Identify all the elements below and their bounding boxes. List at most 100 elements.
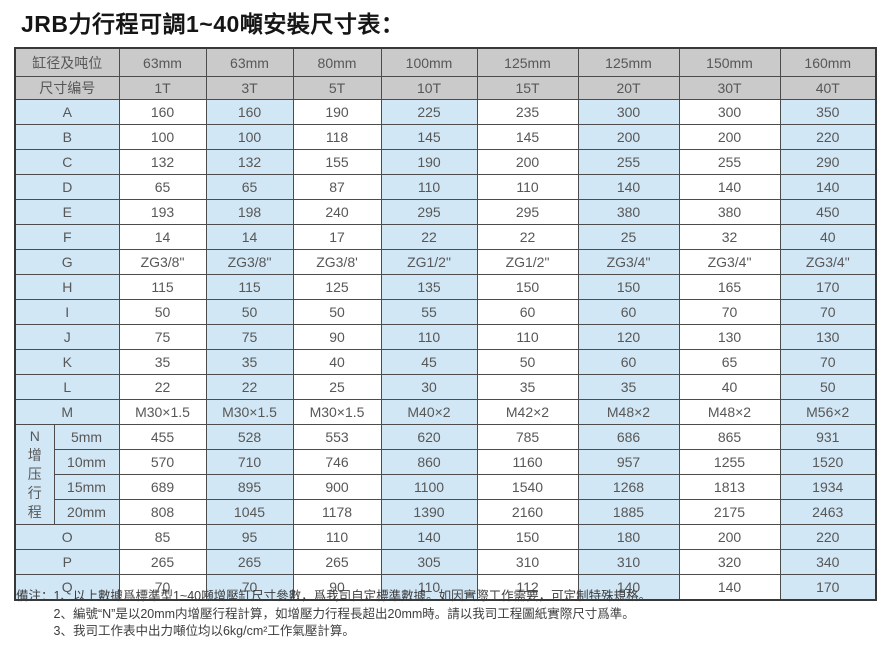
table-cell: 1934 (779, 474, 877, 500)
table-cell: 2160 (476, 499, 579, 525)
row-label: D (14, 174, 120, 200)
header-row: 缸径及吨位 63mm 63mm 80mm 100mm 125mm 125mm 150mm 160… (14, 47, 877, 77)
table-cell: 14 (205, 224, 294, 250)
row-label: A (14, 99, 120, 125)
table-cell: 35 (476, 374, 579, 400)
table-cell: ZG3/8" (118, 249, 207, 275)
table-cell: 50 (292, 299, 382, 325)
column-header: 30T (678, 76, 781, 100)
column-header: 160mm (779, 47, 877, 77)
row-label: J (14, 324, 120, 350)
row-header: 尺寸编号 (14, 76, 120, 100)
table-cell: 455 (118, 424, 207, 450)
table-cell: 200 (678, 124, 781, 150)
table-cell: 710 (205, 449, 294, 475)
table-cell: 112 (476, 574, 579, 601)
table-cell: 860 (380, 449, 478, 475)
table-cell: 350 (779, 99, 877, 125)
row-label: E (14, 199, 120, 225)
table-row: 20mm 808 1045 1178 1390 2160 1885 2175 2463 (15, 499, 877, 525)
table-cell: 225 (380, 99, 478, 125)
table-cell: 290 (779, 149, 877, 175)
column-header: 3T (205, 76, 294, 100)
table-cell: 255 (678, 149, 781, 175)
table-cell: 1045 (205, 499, 294, 525)
table-cell: ZG1/2" (476, 249, 579, 275)
table-cell: 570 (118, 449, 207, 475)
table-cell: 100 (205, 124, 294, 150)
table-cell: 22 (205, 374, 294, 400)
table-cell: 32 (678, 224, 781, 250)
table-cell: 165 (678, 274, 781, 300)
table-cell: ZG1/2" (380, 249, 478, 275)
table-cell: 1813 (678, 474, 781, 500)
note-line: 3、我司工作表中出力噸位均以6kg/cm²工作氣壓計算。 (53, 624, 355, 638)
table-cell: 255 (577, 149, 680, 175)
table-cell: 45 (380, 349, 478, 375)
table-cell: 300 (678, 99, 781, 125)
table-cell: 1160 (476, 449, 579, 475)
table-cell: 2463 (779, 499, 877, 525)
table-cell: 132 (118, 149, 207, 175)
table-cell: M56×2 (779, 399, 877, 425)
table-row: G ZG3/8" ZG3/8" ZG3/8' ZG1/2" ZG1/2" ZG3/4" ZG3… (14, 249, 877, 275)
table-row: B 100 100 118 145 145 200 200 220 (14, 124, 877, 150)
table-cell: 235 (476, 99, 579, 125)
table-cell: 200 (476, 149, 579, 175)
table-cell: 17 (292, 224, 382, 250)
dimension-table: 缸径及吨位 63mm 63mm 80mm 100mm 125mm 125mm 150mm 160… (14, 47, 877, 601)
table-row: H 115 115 125 135 150 150 165 170 (14, 274, 877, 300)
table-row: F 14 14 17 22 22 25 32 40 (14, 224, 877, 250)
column-header: 100mm (380, 47, 478, 77)
table-cell: 150 (577, 274, 680, 300)
table-row: O 85 95 110 140 150 180 200 220 (14, 524, 877, 550)
table-cell: 25 (577, 224, 680, 250)
table-cell: 240 (292, 199, 382, 225)
table-cell: 40 (779, 224, 877, 250)
table-cell: 95 (205, 524, 294, 550)
table-cell: 90 (292, 574, 382, 601)
table-cell: 120 (577, 324, 680, 350)
table-cell: 380 (678, 199, 781, 225)
table-row: A 160 160 190 225 235 300 300 350 (14, 99, 877, 125)
table-cell: 620 (380, 424, 478, 450)
table-cell: 200 (678, 524, 781, 550)
table-cell: 70 (678, 299, 781, 325)
table-cell: 60 (577, 299, 680, 325)
row-label: H (14, 274, 120, 300)
table-cell: 65 (678, 349, 781, 375)
table-cell: 265 (118, 549, 207, 575)
table-cell: 50 (118, 299, 207, 325)
table-cell: 65 (118, 174, 207, 200)
table-cell: 220 (779, 524, 877, 550)
table-row: Q 70 70 90 110 112 140 140 170 (14, 574, 877, 601)
table-cell: 35 (205, 349, 294, 375)
row-label: O (14, 524, 120, 550)
table-cell: 931 (779, 424, 877, 450)
table-cell: M30×1.5 (205, 399, 294, 425)
table-cell: 140 (577, 174, 680, 200)
table-cell: 90 (292, 324, 382, 350)
table-row: J 75 75 90 110 110 120 130 130 (14, 324, 877, 350)
table-cell: 140 (380, 524, 478, 550)
table-cell: 1255 (678, 449, 781, 475)
table-cell: 300 (577, 99, 680, 125)
table-cell: 85 (118, 524, 207, 550)
table-row: M M30×1.5 M30×1.5 M30×1.5 M40×2 M42×2 M48×2 M48… (14, 399, 877, 425)
table-cell: 150 (476, 524, 579, 550)
row-label: K (14, 349, 120, 375)
table-cell: 689 (118, 474, 207, 500)
table-cell: 160 (118, 99, 207, 125)
table-cell: 1390 (380, 499, 478, 525)
table-cell: 310 (476, 549, 579, 575)
table-cell: 135 (380, 274, 478, 300)
table-cell: M42×2 (476, 399, 579, 425)
row-label: I (14, 299, 120, 325)
table-cell: ZG3/4" (779, 249, 877, 275)
row-label: B (14, 124, 120, 150)
table-cell: 320 (678, 549, 781, 575)
table-cell: 190 (292, 99, 382, 125)
stroke-label: 5mm (53, 424, 120, 450)
column-header: 5T (292, 76, 382, 100)
table-cell: M40×2 (380, 399, 478, 425)
